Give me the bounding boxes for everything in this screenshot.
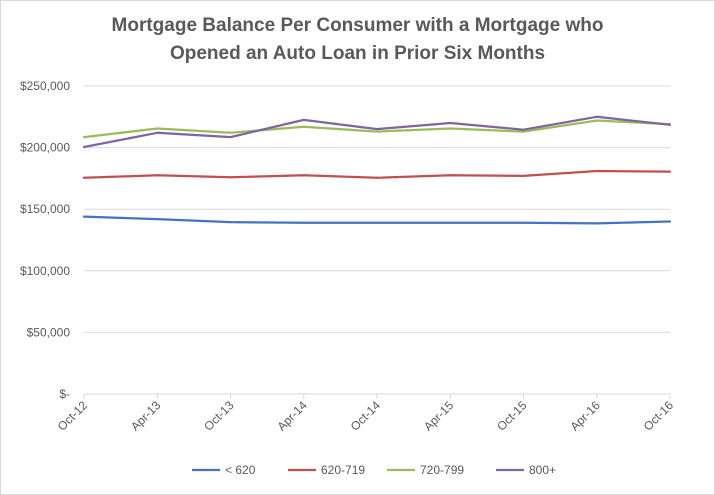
legend-label-2: 720-799: [420, 463, 464, 477]
y-tick-label: $150,000: [20, 202, 70, 216]
y-tick-label: $100,000: [20, 264, 70, 278]
y-tick-label: $200,000: [20, 141, 70, 155]
x-tick-label: Apr-14: [274, 398, 310, 434]
series-line-1: [82, 169, 672, 179]
x-tick-label: Oct-14: [348, 398, 384, 434]
series-line-0: [82, 215, 672, 225]
y-tick-label: $-: [59, 387, 70, 401]
x-tick-label: Apr-15: [421, 398, 457, 434]
x-tick-label: Oct-12: [55, 398, 91, 434]
legend-label-1: 620-719: [321, 463, 365, 477]
chart-title: Mortgage Balance Per Consumer with a Mor…: [0, 12, 715, 68]
x-axis-ticks: Oct-12 Apr-13 Oct-13 Apr-14 Oct-14 Apr-15 Oct-…: [55, 394, 677, 434]
legend-label-3: 800+: [529, 463, 556, 477]
series-line-3: [82, 115, 672, 149]
legend: < 620 620-719 720-799 800+: [192, 463, 556, 477]
x-tick-label: Apr-13: [128, 398, 164, 434]
legend-label-0: < 620: [225, 463, 256, 477]
series-line-2: [82, 119, 672, 139]
chart-title-line-2: Opened an Auto Loan in Prior Six Months: [169, 43, 546, 64]
x-tick-label: Apr-16: [567, 398, 603, 434]
x-tick-label: Oct-15: [494, 398, 530, 434]
y-tick-label: $250,000: [20, 79, 70, 93]
x-tick-label: Oct-16: [641, 398, 677, 434]
series-lines: [82, 115, 672, 225]
y-axis-ticks: $- $50,000 $100,000 $150,000 $200,000 $250,00…: [20, 79, 70, 401]
chart-title-line-1: Mortgage Balance Per Consumer with a Mor…: [111, 15, 604, 36]
y-tick-label: $50,000: [27, 325, 71, 339]
gridlines: [84, 85, 670, 333]
x-tick-label: Oct-13: [201, 398, 237, 434]
